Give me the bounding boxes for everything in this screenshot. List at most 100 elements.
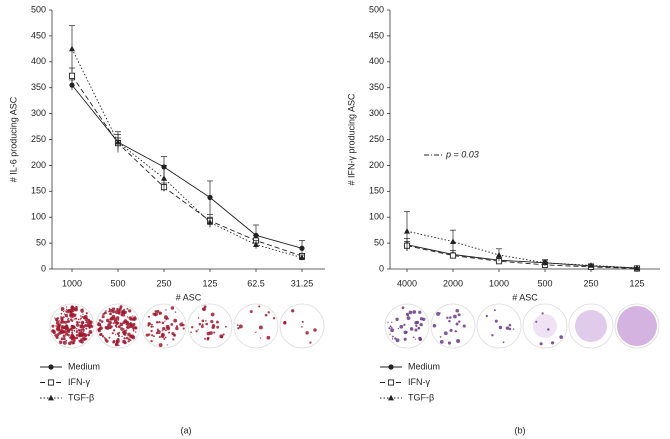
spot — [73, 329, 76, 332]
spot — [101, 335, 105, 338]
spot — [397, 327, 400, 330]
spot — [272, 317, 276, 320]
spot — [152, 335, 155, 338]
spot — [455, 322, 459, 326]
spot — [132, 329, 135, 332]
x-tick-label: 500 — [110, 278, 125, 288]
spot — [172, 333, 177, 337]
marker — [115, 138, 121, 145]
spot — [415, 324, 418, 328]
spot — [120, 313, 124, 317]
spot — [62, 340, 67, 345]
spot — [162, 326, 166, 331]
x-tick-label: 1000 — [62, 278, 82, 288]
y-tick-label: 250 — [369, 134, 384, 144]
x-axis-title: # ASC — [512, 292, 538, 302]
marker — [449, 252, 457, 259]
spot — [209, 331, 213, 335]
spot — [87, 334, 90, 337]
spot — [73, 337, 75, 339]
spot — [200, 325, 204, 328]
spot — [259, 337, 262, 339]
y-tick-label: 200 — [31, 160, 46, 170]
spot — [559, 335, 563, 339]
spot — [75, 323, 80, 327]
spot — [550, 341, 555, 345]
spot — [447, 341, 452, 345]
spot — [97, 328, 100, 331]
spot — [71, 329, 74, 332]
line — [406, 230, 638, 269]
x-tick-label: 250 — [583, 278, 598, 288]
spot — [98, 319, 102, 322]
legend-marker — [388, 394, 394, 401]
legend-marker — [48, 394, 54, 401]
spot — [399, 324, 404, 329]
spot — [181, 321, 183, 324]
x-tick-label: 125 — [629, 278, 644, 288]
spot — [456, 339, 461, 343]
spot — [148, 315, 151, 318]
spot — [446, 316, 449, 320]
spot — [101, 315, 105, 319]
y-tick-label: 450 — [31, 30, 46, 40]
spot — [73, 318, 76, 320]
spot — [403, 323, 406, 326]
spot — [387, 321, 389, 323]
spot — [167, 317, 170, 320]
spot — [127, 338, 131, 341]
spot — [65, 311, 67, 313]
spot — [88, 326, 91, 330]
spot — [56, 317, 60, 320]
spot — [191, 326, 194, 329]
spot — [130, 323, 133, 326]
spot — [52, 330, 56, 335]
spot — [391, 321, 393, 323]
spot — [82, 316, 86, 319]
y-tick-label: 50 — [374, 237, 384, 247]
spot — [108, 308, 113, 313]
x-tick-label: 31.25 — [291, 278, 314, 288]
line — [71, 48, 303, 259]
legend-marker — [388, 364, 394, 370]
spot — [216, 325, 220, 329]
spot — [541, 312, 544, 315]
spot — [389, 325, 392, 328]
spot — [112, 329, 116, 332]
spot — [83, 330, 85, 333]
spot — [120, 310, 125, 314]
spot — [432, 324, 437, 328]
spot — [158, 312, 161, 315]
y-tick-label: 0 — [41, 263, 46, 273]
annotation: p = 0.03 — [445, 149, 479, 159]
spot — [77, 318, 80, 321]
spot — [78, 334, 81, 337]
spot — [56, 327, 60, 331]
spot — [165, 329, 167, 332]
spot — [71, 326, 76, 330]
spot — [89, 321, 92, 324]
spot — [71, 324, 74, 327]
spot — [210, 319, 214, 324]
spot — [118, 331, 121, 334]
spot — [111, 307, 116, 311]
spot — [502, 341, 505, 344]
spot — [69, 328, 72, 330]
spot — [118, 309, 121, 312]
spot — [163, 315, 168, 320]
y-tick-label: 350 — [369, 82, 384, 92]
spot — [403, 337, 407, 341]
spot — [81, 315, 84, 318]
legend-label: TGF-β — [68, 392, 94, 402]
marker — [496, 251, 502, 258]
x-tick-label: 1000 — [489, 278, 509, 288]
y-tick-label: 400 — [369, 56, 384, 66]
spot — [119, 322, 121, 324]
spot — [84, 317, 89, 322]
y-axis-title: # IFN-γ producing ASC — [346, 93, 356, 186]
spot — [148, 323, 150, 325]
spot — [126, 325, 130, 329]
spot — [406, 314, 409, 317]
spot — [164, 336, 167, 339]
marker — [299, 245, 305, 251]
